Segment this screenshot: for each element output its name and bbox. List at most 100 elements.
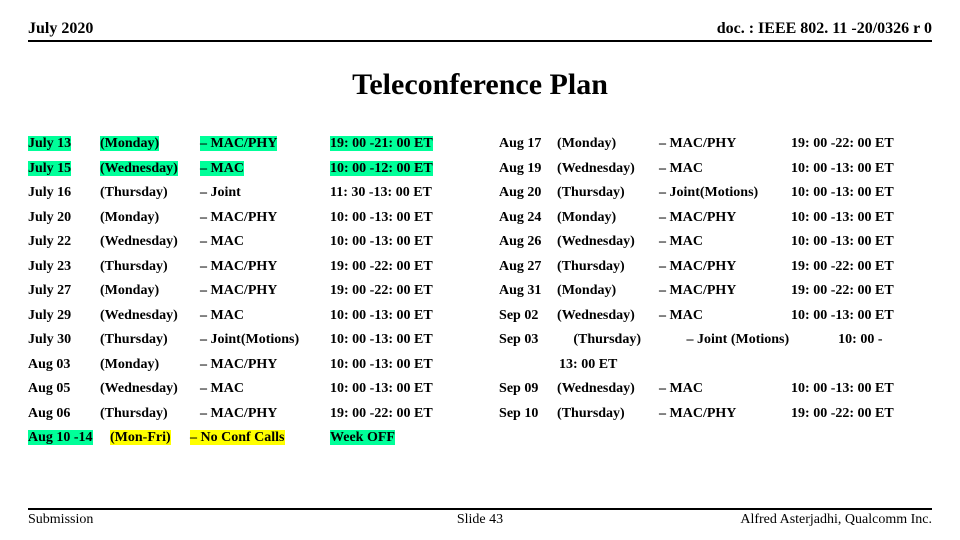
row-time: 19: 00 -22: 00 ET xyxy=(330,402,479,427)
row-topic: – MAC/PHY xyxy=(200,255,330,280)
row-time: 10: 00 -13: 00 ET xyxy=(330,377,479,402)
schedule-row: July 22(Wednesday)– MAC10: 00 -13: 00 ET xyxy=(28,230,479,255)
schedule-row-wrapped: Sep 03 (Thursday) – Joint (Motions) 10: … xyxy=(499,328,932,377)
row-line1: Sep 03 (Thursday) – Joint (Motions) 10: … xyxy=(499,328,932,353)
row-time: 19: 00 -22: 00 ET xyxy=(791,402,932,427)
slide-footer: Submission Alfred Asterjadhi, Qualcomm I… xyxy=(28,508,932,528)
row-topic: – MAC/PHY xyxy=(659,132,791,157)
row-topic: – MAC xyxy=(659,304,791,329)
schedule-row: July 15(Wednesday)– MAC10: 00 -12: 00 ET xyxy=(28,157,479,182)
row-date: July 29 xyxy=(28,304,100,329)
row-date: Sep 02 xyxy=(499,304,557,329)
row-time: 19: 00 -22: 00 ET xyxy=(330,279,479,304)
schedule-row: Aug 19(Wednesday)– MAC10: 00 -13: 00 ET xyxy=(499,157,932,182)
schedule-row: Aug 24(Monday)– MAC/PHY10: 00 -13: 00 ET xyxy=(499,206,932,231)
row-time: 10: 00 -13: 00 ET xyxy=(330,304,479,329)
schedule-row-weekoff: Aug 10 -14(Mon-Fri)– No Conf CallsWeek O… xyxy=(28,426,479,451)
schedule-row: July 16(Thursday)– Joint11: 30 -13: 00 E… xyxy=(28,181,479,206)
row-topic: – Joint xyxy=(200,181,330,206)
slide: July 2020 doc. : IEEE 802. 11 -20/0326 r… xyxy=(0,0,960,540)
schedule-row: Aug 26(Wednesday)– MAC10: 00 -13: 00 ET xyxy=(499,230,932,255)
row-day: (Wednesday) xyxy=(557,230,659,255)
row-day: (Monday) xyxy=(100,279,200,304)
schedule-row: Aug 03(Monday)– MAC/PHY10: 00 -13: 00 ET xyxy=(28,353,479,378)
row-time: 11: 30 -13: 00 ET xyxy=(330,181,479,206)
row-topic: – No Conf Calls xyxy=(190,426,330,451)
row-time: 10: 00 -13: 00 ET xyxy=(791,181,932,206)
schedule-row: Aug 06(Thursday)– MAC/PHY19: 00 -22: 00 … xyxy=(28,402,479,427)
row-day: (Thursday) xyxy=(557,402,659,427)
row-day: (Mon-Fri) xyxy=(110,426,190,451)
row-time: 10: 00 -13: 00 ET xyxy=(791,157,932,182)
row-day: (Monday) xyxy=(557,206,659,231)
row-topic: – MAC/PHY xyxy=(200,132,330,157)
row-topic: – MAC xyxy=(200,230,330,255)
row-topic: – MAC/PHY xyxy=(659,255,791,280)
row-date: July 20 xyxy=(28,206,100,231)
row-time: 19: 00 -22: 00 ET xyxy=(791,279,932,304)
row-topic: – MAC xyxy=(200,304,330,329)
row-time: 19: 00 -22: 00 ET xyxy=(791,255,932,280)
row-topic: – MAC xyxy=(200,157,330,182)
schedule-row: Aug 27(Thursday)– MAC/PHY19: 00 -22: 00 … xyxy=(499,255,932,280)
row-time: 10: 00 -13: 00 ET xyxy=(791,304,932,329)
schedule-row: July 23(Thursday)– MAC/PHY19: 00 -22: 00… xyxy=(28,255,479,280)
row-time: 19: 00 -21: 00 ET xyxy=(330,132,479,157)
row-date: Aug 24 xyxy=(499,206,557,231)
row-date: Aug 03 xyxy=(28,353,100,378)
row-date: July 22 xyxy=(28,230,100,255)
schedule-row: July 29(Wednesday)– MAC10: 00 -13: 00 ET xyxy=(28,304,479,329)
row-date: Aug 19 xyxy=(499,157,557,182)
row-time: 10: 00 -13: 00 ET xyxy=(791,206,932,231)
schedule-left: July 13(Monday)– MAC/PHY19: 00 -21: 00 E… xyxy=(28,132,489,451)
schedule-body: July 13(Monday)– MAC/PHY19: 00 -21: 00 E… xyxy=(28,132,932,451)
row-day: (Monday) xyxy=(557,132,659,157)
row-time: 10: 00 -13: 00 ET xyxy=(791,230,932,255)
schedule-row: Sep 02(Wednesday)– MAC10: 00 -13: 00 ET xyxy=(499,304,932,329)
row-time: Week OFF xyxy=(330,426,479,451)
row-topic: – MAC xyxy=(200,377,330,402)
slide-header: July 2020 doc. : IEEE 802. 11 -20/0326 r… xyxy=(28,20,932,42)
row-day: (Monday) xyxy=(557,279,659,304)
row-day: (Thursday) xyxy=(100,328,200,353)
row-topic: – MAC/PHY xyxy=(200,402,330,427)
row-day: (Wednesday) xyxy=(100,230,200,255)
schedule-row: Aug 20(Thursday)– Joint(Motions)10: 00 -… xyxy=(499,181,932,206)
row-topic: – MAC/PHY xyxy=(200,279,330,304)
row-day: (Thursday) xyxy=(557,181,659,206)
row-day: (Wednesday) xyxy=(100,304,200,329)
schedule-row: July 20(Monday)– MAC/PHY10: 00 -13: 00 E… xyxy=(28,206,479,231)
row-date: Aug 26 xyxy=(499,230,557,255)
schedule-row: July 13(Monday)– MAC/PHY19: 00 -21: 00 E… xyxy=(28,132,479,157)
row-date: July 15 xyxy=(28,157,100,182)
schedule-right: Aug 17(Monday)– MAC/PHY19: 00 -22: 00 ET… xyxy=(489,132,932,451)
row-date: Aug 10 -14 xyxy=(28,426,110,451)
row-time: 10: 00 -13: 00 ET xyxy=(330,328,479,353)
row-day: (Thursday) xyxy=(100,402,200,427)
row-date: Aug 17 xyxy=(499,132,557,157)
footer-right: Alfred Asterjadhi, Qualcomm Inc. xyxy=(740,512,932,528)
footer-left: Submission xyxy=(28,512,93,528)
row-line2: 13: 00 ET xyxy=(499,353,932,378)
row-topic: – MAC/PHY xyxy=(659,279,791,304)
row-topic: – MAC/PHY xyxy=(659,206,791,231)
row-topic: – MAC xyxy=(659,157,791,182)
row-date: Aug 27 xyxy=(499,255,557,280)
schedule-row: Aug 17(Monday)– MAC/PHY19: 00 -22: 00 ET xyxy=(499,132,932,157)
row-topic: – Joint(Motions) xyxy=(200,328,330,353)
header-doc: doc. : IEEE 802. 11 -20/0326 r 0 xyxy=(717,20,932,38)
schedule-row: Sep 09(Wednesday)– MAC10: 00 -13: 00 ET xyxy=(499,377,932,402)
row-date: Aug 05 xyxy=(28,377,100,402)
row-time: 10: 00 -13: 00 ET xyxy=(791,377,932,402)
row-topic: – MAC/PHY xyxy=(200,353,330,378)
row-topic: – MAC/PHY xyxy=(200,206,330,231)
schedule-row: July 27(Monday)– MAC/PHY19: 00 -22: 00 E… xyxy=(28,279,479,304)
row-date: July 13 xyxy=(28,132,100,157)
row-time: 10: 00 -12: 00 ET xyxy=(330,157,479,182)
row-date: Aug 31 xyxy=(499,279,557,304)
row-day: (Wednesday) xyxy=(557,304,659,329)
row-date: July 23 xyxy=(28,255,100,280)
schedule-row: July 30(Thursday)– Joint(Motions)10: 00 … xyxy=(28,328,479,353)
row-day: (Wednesday) xyxy=(557,377,659,402)
row-topic: – MAC xyxy=(659,377,791,402)
